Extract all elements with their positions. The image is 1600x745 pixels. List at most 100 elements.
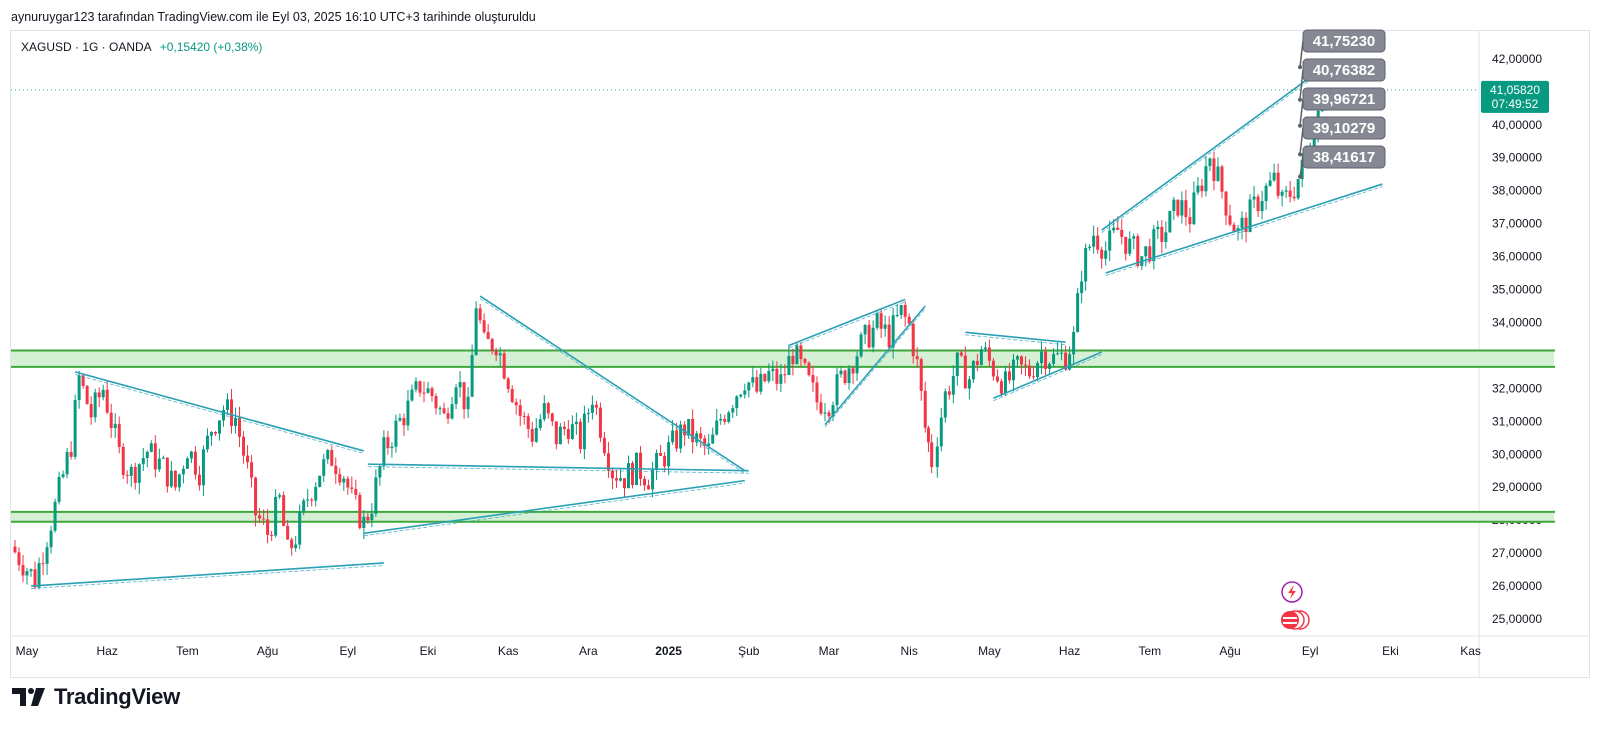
candle-down <box>350 487 354 489</box>
candle-down <box>1188 217 1192 225</box>
price-callout-label: 39,10279 <box>1313 120 1376 137</box>
candle-down <box>246 455 250 463</box>
candle-up <box>209 432 213 436</box>
candle-up <box>839 370 843 375</box>
callout-anchor <box>1298 152 1302 157</box>
candle-down <box>506 378 510 390</box>
price-callout[interactable] <box>1302 116 1386 140</box>
candle-up <box>1192 192 1196 225</box>
candle-up <box>306 499 310 501</box>
candle-down <box>418 381 422 393</box>
candle-up <box>77 375 81 401</box>
trendline[interactable] <box>788 298 906 347</box>
candle-down <box>422 392 426 394</box>
trendline[interactable] <box>1105 183 1383 274</box>
candle-down <box>250 462 254 478</box>
candle-down <box>1120 229 1124 237</box>
x-tick-label: Şub <box>738 644 760 658</box>
candle-up <box>883 324 887 329</box>
trendline[interactable] <box>479 295 746 472</box>
candle-up <box>739 394 743 397</box>
candle-down <box>1032 376 1036 378</box>
candle-down <box>89 404 93 418</box>
candle-down <box>282 495 286 526</box>
candle-up <box>943 391 947 418</box>
y-tick-label: 32,00000 <box>1492 381 1542 395</box>
candle-down <box>987 347 991 361</box>
candle-up <box>37 563 41 588</box>
candle-up <box>1132 236 1136 239</box>
candle-down <box>522 415 526 417</box>
candle-up <box>731 408 735 413</box>
candle-up <box>414 381 418 390</box>
candle-up <box>1052 354 1056 364</box>
price-callout[interactable] <box>1302 29 1386 53</box>
price-callout-label: 40,76382 <box>1313 62 1376 79</box>
candle-up <box>450 404 454 419</box>
candle-up <box>1080 281 1084 294</box>
candle-down <box>594 404 598 408</box>
candle-up <box>302 500 306 512</box>
candle-up <box>1084 248 1088 282</box>
candle-down <box>254 477 258 516</box>
candle-down <box>266 519 270 535</box>
candle-up <box>735 396 739 409</box>
candle-up <box>831 405 835 417</box>
candle-down <box>1184 200 1188 218</box>
candle-up <box>113 423 117 429</box>
symbol-label[interactable]: XAGUSD · 1G · OANDA <box>21 40 152 54</box>
y-tick-label: 26,00000 <box>1492 579 1542 593</box>
candle-down <box>133 466 137 483</box>
candle-down <box>995 376 999 382</box>
candle-up <box>1252 196 1256 200</box>
current-price-tag[interactable] <box>1481 80 1549 113</box>
trendline[interactable] <box>363 479 745 535</box>
candle-down <box>310 499 314 501</box>
y-tick-label: 39,00000 <box>1492 151 1542 165</box>
candle-up <box>181 468 185 475</box>
candle-down <box>683 424 687 436</box>
candle-up <box>1128 238 1132 254</box>
candle-up <box>1280 191 1284 196</box>
candle-down <box>755 377 759 392</box>
candle-up <box>470 354 474 397</box>
candle-up <box>574 421 578 425</box>
candle-down <box>598 407 602 438</box>
candle-down <box>21 565 25 576</box>
trendline[interactable] <box>965 331 1066 344</box>
trendline[interactable] <box>824 305 926 426</box>
trendline[interactable] <box>993 351 1102 399</box>
price-callout[interactable] <box>1302 58 1386 82</box>
candle-up <box>1320 110 1324 112</box>
candle-down <box>1220 166 1224 192</box>
candle-up <box>1152 229 1156 262</box>
x-tick-label: May <box>978 644 1001 658</box>
y-tick-label: 29,00000 <box>1492 480 1542 494</box>
us-flag-icon[interactable] <box>1281 611 1299 629</box>
candle-down <box>1160 226 1164 242</box>
symbol-legend: XAGUSD · 1G · OANDA +0,15420 (+0,38%) <box>21 40 262 54</box>
candle-down <box>610 470 614 479</box>
candle-down <box>482 320 486 333</box>
candle-down <box>290 539 294 549</box>
trendline[interactable] <box>30 562 384 587</box>
price-callout[interactable] <box>1302 87 1386 111</box>
price-callout[interactable] <box>1302 145 1386 169</box>
candle-down <box>1136 236 1140 266</box>
candle-down <box>121 446 125 475</box>
candle-down <box>923 390 927 428</box>
candle-down <box>843 370 847 384</box>
candle-down <box>338 474 342 483</box>
trendline[interactable] <box>1101 64 1327 231</box>
y-tick-label: 40,00000 <box>1492 118 1542 132</box>
candle-up <box>627 463 630 489</box>
trendline[interactable] <box>367 463 749 472</box>
candle-up <box>823 412 827 414</box>
candle-down <box>602 437 606 454</box>
candle-down <box>827 412 831 417</box>
candle-up <box>1272 172 1276 181</box>
trendline[interactable] <box>74 371 365 452</box>
candle-down <box>622 478 626 489</box>
tradingview-logo[interactable]: TradingView <box>12 684 180 710</box>
